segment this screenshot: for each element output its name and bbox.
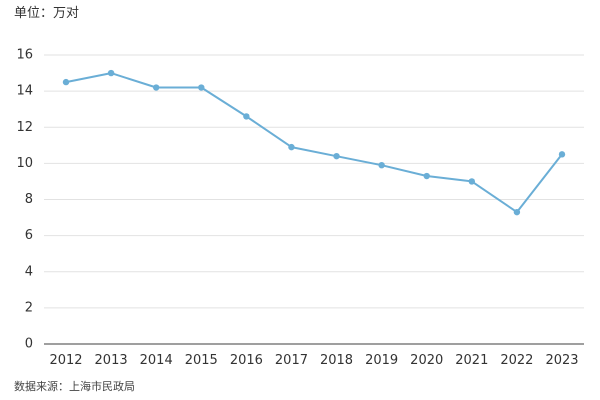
data-point-2013 (107, 69, 115, 77)
series-line (65, 72, 563, 214)
data-point-2012 (62, 78, 70, 86)
data-point-2016 (243, 113, 250, 120)
x-tick-label: 2019 (365, 353, 398, 368)
grid-lines (44, 54, 584, 345)
y-tick-label: 0 (25, 337, 33, 352)
y-tick-label: 6 (25, 228, 33, 243)
data-point-2022 (513, 208, 521, 216)
y-tick-label: 12 (16, 120, 33, 135)
x-tick-label: 2020 (410, 353, 443, 368)
data-source-note: 数据来源：上海市民政局 (14, 380, 135, 393)
data-point-2017 (288, 143, 295, 151)
data-point-2023 (558, 151, 566, 158)
x-tick-label: 2022 (500, 353, 533, 368)
x-tick-label: 2017 (275, 353, 308, 368)
data-point-2014 (152, 84, 160, 91)
data-point-2019 (378, 161, 385, 169)
y-tick-label: 16 (16, 48, 33, 63)
data-point-2018 (333, 152, 340, 160)
data-point-2021 (468, 178, 476, 185)
x-tick-label: 2016 (230, 353, 263, 368)
y-axis-ticks: 0 2 4 6 8 10 12 14 16 (16, 48, 33, 352)
y-tick-label: 10 (16, 156, 33, 171)
x-tick-label: 2018 (320, 353, 353, 368)
x-tick-label: 2021 (455, 353, 488, 368)
y-tick-label: 2 (25, 300, 33, 315)
x-tick-label: 2013 (95, 353, 128, 368)
x-axis-ticks: 2012 2013 2014 2015 2016 2017 2018 2019 2020 2021… (49, 353, 578, 368)
y-tick-label: 8 (25, 192, 33, 207)
data-point-2020 (423, 172, 430, 180)
data-point-2015 (198, 84, 205, 91)
series-layer (62, 69, 566, 216)
y-tick-label: 4 (25, 264, 33, 279)
x-tick-label: 2015 (185, 353, 218, 368)
y-tick-label: 14 (16, 84, 33, 99)
x-tick-label: 2014 (140, 353, 173, 368)
unit-label: 单位：万对 (14, 6, 80, 21)
x-tick-label: 2023 (545, 353, 578, 368)
x-tick-label: 2012 (49, 353, 82, 368)
